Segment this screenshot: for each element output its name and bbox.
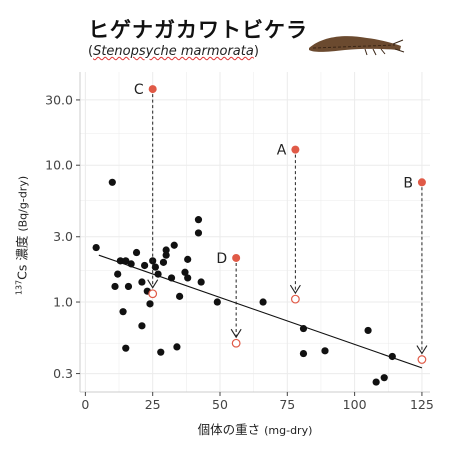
data-point: [167, 274, 176, 282]
x-tick-label: 50: [212, 397, 228, 412]
data-point: [116, 257, 124, 265]
data-point: [380, 374, 388, 382]
data-point: [213, 298, 221, 306]
data-point: [162, 246, 170, 254]
data-point: [154, 270, 162, 278]
x-axis-label-main: 個体の重さ: [197, 422, 261, 437]
data-point: [299, 324, 308, 333]
data-point: [321, 347, 329, 355]
y-tick-label: 1.0: [53, 295, 73, 310]
point-label-B: B: [403, 175, 413, 191]
data-point: [138, 322, 146, 330]
data-point: [194, 229, 203, 237]
trend-line: [98, 254, 423, 369]
data-point: [151, 263, 159, 271]
x-tick-label: 75: [279, 397, 295, 412]
data-point: [108, 178, 116, 186]
chart-title: ヒゲナガカワトビケラ: [88, 18, 308, 42]
data-point: [141, 261, 149, 270]
chart-subtitle: (Stenopsyche marmorata): [88, 44, 259, 59]
point-label-D: D: [216, 251, 227, 267]
hollow-point-A: [290, 294, 300, 304]
data-point: [170, 241, 178, 249]
data-point: [138, 278, 146, 286]
subtitle-latin-name: Stenopsyche marmorata: [93, 44, 254, 59]
data-point: [124, 282, 133, 291]
x-tick-label: 100: [343, 397, 367, 412]
caddisfly-larva-icon: [309, 36, 405, 56]
hollow-point-C: [148, 289, 158, 299]
data-point: [157, 348, 165, 356]
data-point: [176, 292, 184, 300]
point-label-A: A: [277, 143, 287, 159]
x-axis-label: 個体の重さ (mg-dry): [80, 419, 430, 438]
data-point: [299, 349, 308, 358]
data-point: [114, 270, 122, 278]
subtitle-close: ): [253, 44, 259, 59]
hollow-point-D: [231, 338, 241, 348]
data-point: [194, 216, 203, 224]
y-tick-label: 3.0: [53, 229, 73, 244]
x-tick-label: 125: [410, 397, 434, 412]
point-label-C: C: [134, 82, 144, 98]
data-point: [173, 343, 181, 351]
data-point: [122, 257, 130, 265]
data-point: [132, 248, 141, 257]
data-point: [159, 258, 168, 266]
x-tick-label: 25: [145, 397, 161, 412]
data-point: [184, 255, 192, 263]
data-point: [364, 326, 372, 335]
data-point: [122, 344, 130, 352]
data-point: [181, 268, 189, 276]
data-point: [372, 378, 380, 386]
data-point: [127, 260, 135, 268]
data-point: [197, 278, 205, 286]
data-point: [259, 298, 267, 306]
data-point: [119, 308, 127, 316]
data-point: [146, 300, 154, 308]
subtitle-open: (: [88, 44, 94, 59]
highlight-point-B: [417, 178, 426, 187]
data-point: [111, 282, 119, 291]
y-tick-label: 0.3: [53, 366, 73, 381]
y-tick-label: 30.0: [45, 92, 73, 107]
highlight-point-C: [148, 85, 157, 94]
data-point: [388, 352, 396, 361]
data-point: [162, 251, 170, 259]
hollow-point-B: [417, 355, 427, 364]
x-tick-label: 0: [81, 397, 89, 412]
data-point: [184, 274, 192, 282]
highlight-point-A: [291, 145, 300, 154]
data-point: [92, 243, 100, 252]
x-axis-label-unit: (mg-dry): [264, 424, 313, 437]
y-tick-label: 10.0: [45, 158, 73, 173]
highlight-point-D: [232, 253, 241, 262]
